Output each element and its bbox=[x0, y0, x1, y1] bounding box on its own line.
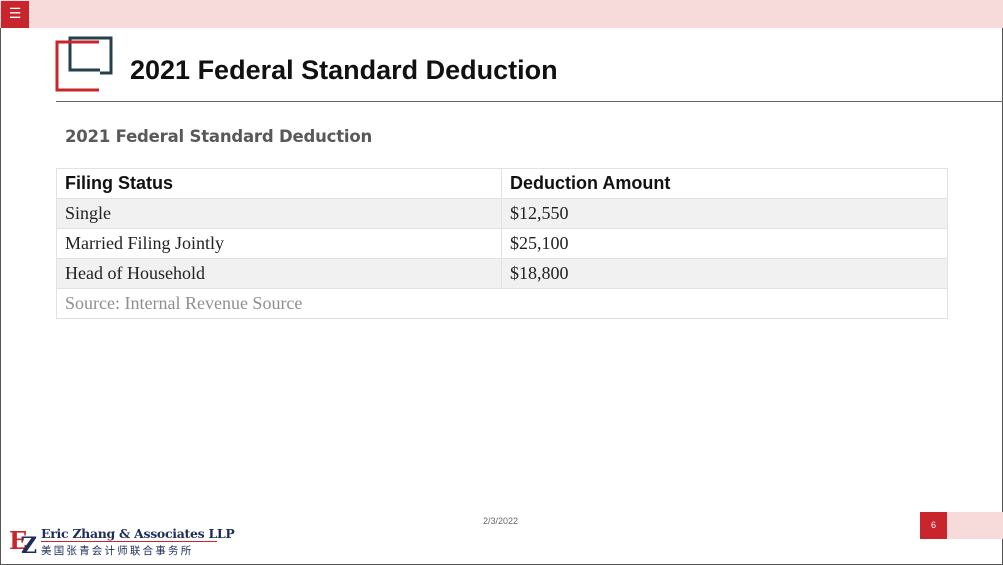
logo-letter-z: Z bbox=[21, 533, 37, 555]
deduction-amount-cell: $12,550 bbox=[501, 198, 948, 229]
section-subtitle: 2021 Federal Standard Deduction bbox=[65, 127, 373, 146]
filing-status-cell: Head of Household bbox=[56, 258, 502, 289]
table-source-row: Source: Internal Revenue Source bbox=[56, 288, 948, 319]
slide-date: 2/3/2022 bbox=[483, 516, 519, 526]
source-note: Source: Internal Revenue Source bbox=[56, 288, 948, 319]
table-row: Married Filing Jointly $25,100 bbox=[56, 228, 948, 259]
hamburger-menu-icon[interactable]: ☰ bbox=[1, 1, 29, 28]
table-row: Head of Household $18,800 bbox=[56, 258, 948, 289]
deduction-amount-cell: $25,100 bbox=[501, 228, 948, 259]
firm-name-underline bbox=[41, 541, 217, 542]
filing-status-cell: Single bbox=[56, 198, 502, 229]
page-number: 6 bbox=[920, 512, 947, 539]
table-header-row: Filing Status Deduction Amount bbox=[56, 168, 948, 199]
firm-name: Eric Zhang & Associates LLP bbox=[41, 526, 235, 541]
logo-letter-e: E bbox=[9, 526, 27, 555]
brand-bracket-logo bbox=[55, 36, 113, 92]
page-title: 2021 Federal Standard Deduction bbox=[130, 55, 558, 85]
column-header-deduction-amount: Deduction Amount bbox=[501, 168, 948, 199]
column-header-filing-status: Filing Status bbox=[56, 168, 502, 199]
filing-status-cell: Married Filing Jointly bbox=[56, 228, 502, 259]
footer-page-bar bbox=[947, 512, 1003, 539]
deduction-table: Filing Status Deduction Amount Single $1… bbox=[56, 168, 948, 319]
table-row: Single $12,550 bbox=[56, 198, 948, 229]
deduction-amount-cell: $18,800 bbox=[501, 258, 948, 289]
title-divider bbox=[56, 101, 1003, 102]
firm-logo-ez: E Z bbox=[9, 526, 37, 555]
top-bar bbox=[0, 0, 1003, 28]
firm-name-chinese: 美国张青会计师联合事务所 bbox=[41, 545, 194, 557]
